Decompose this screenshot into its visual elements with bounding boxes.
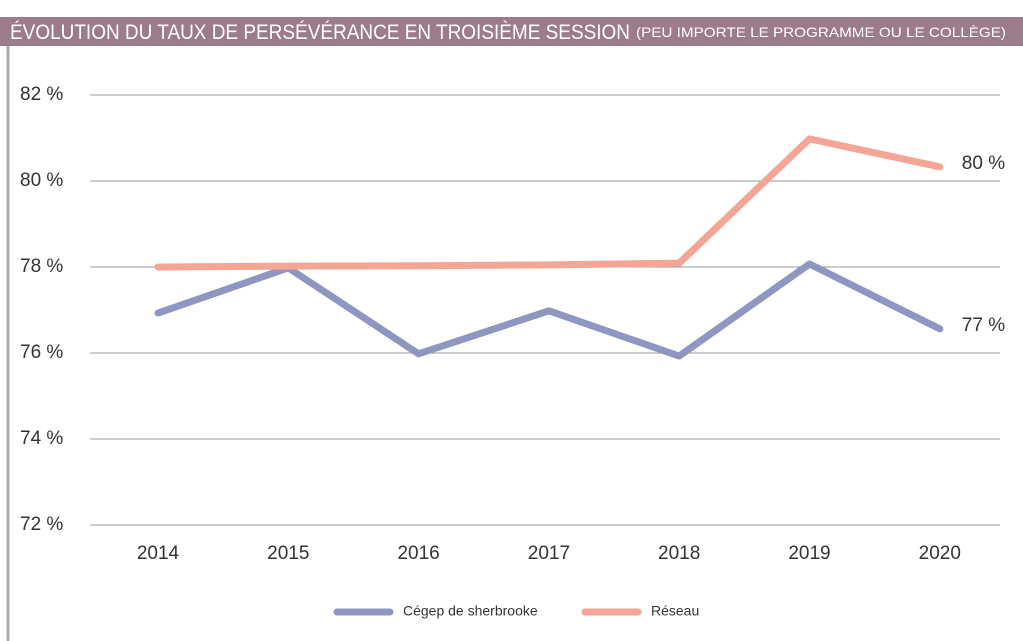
x-tick-label: 2015: [267, 543, 309, 564]
data-label: 80 %: [962, 153, 1005, 174]
x-tick-label: 2018: [658, 543, 700, 564]
y-tick-label: 76 %: [20, 342, 63, 363]
chart-subtitle: (PEU IMPORTE LE PROGRAMME OU LE COLLÈGE): [636, 24, 1006, 40]
chart-title-group: ÉVOLUTION DU TAUX DE PERSÉVÉRANCE EN TRO…: [10, 21, 1006, 44]
x-tick-label: 2019: [788, 543, 830, 564]
y-tick-label: 78 %: [20, 256, 63, 277]
x-tick-label: 2014: [137, 543, 180, 564]
title-bar: [0, 17, 1023, 46]
y-tick-label: 74 %: [20, 428, 63, 449]
x-tick-label: 2020: [919, 543, 961, 564]
series-line: [154, 260, 944, 360]
y-tick-label: 80 %: [20, 170, 63, 191]
y-tick-label: 82 %: [20, 84, 63, 105]
y-tick-label: 72 %: [20, 514, 63, 535]
legend-label: Réseau: [651, 603, 699, 619]
chart-title: ÉVOLUTION DU TAUX DE PERSÉVÉRANCE EN TRO…: [10, 21, 630, 44]
x-tick-label: 2016: [397, 543, 439, 564]
x-tick-label: 2017: [528, 543, 570, 564]
data-label: 77 %: [962, 315, 1005, 336]
series-line: [154, 135, 944, 271]
legend-label: Cégep de sherbrooke: [403, 603, 538, 619]
